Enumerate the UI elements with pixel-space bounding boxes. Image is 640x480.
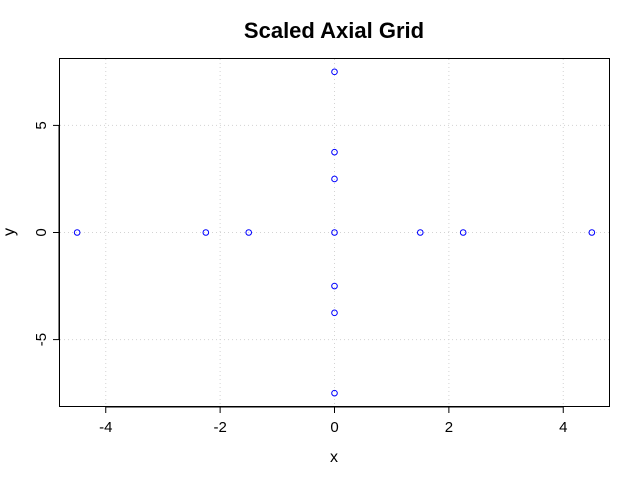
y-tick-label: 0 [33, 228, 50, 236]
x-tick-label: -4 [99, 419, 112, 436]
data-point [202, 229, 210, 236]
x-tick-label: 0 [330, 419, 338, 436]
data-points [73, 68, 596, 397]
x-axis-label: x [330, 449, 338, 466]
data-point [245, 229, 253, 236]
data-point [331, 175, 338, 183]
data-point [331, 282, 338, 290]
grid-lines [60, 59, 609, 406]
data-point [331, 309, 338, 317]
data-point [331, 389, 338, 397]
y-tick-label: 5 [33, 121, 50, 129]
plot-frame [59, 58, 610, 407]
x-axis: -4 -2 0 2 4 [99, 406, 567, 436]
y-axis: -5 0 5 [33, 121, 60, 346]
data-point [331, 148, 338, 156]
data-point [331, 229, 338, 236]
data-point [331, 68, 338, 76]
y-tick-label: -5 [33, 333, 50, 346]
y-axis-label: y [1, 228, 18, 236]
data-point [588, 229, 596, 236]
chart-title: Scaled Axial Grid [244, 18, 424, 43]
x-tick-label: -2 [213, 419, 226, 436]
data-point [73, 229, 81, 236]
data-point [459, 229, 467, 236]
data-point [416, 229, 424, 236]
x-tick-label: 2 [445, 419, 453, 436]
x-tick-label: 4 [559, 419, 567, 436]
